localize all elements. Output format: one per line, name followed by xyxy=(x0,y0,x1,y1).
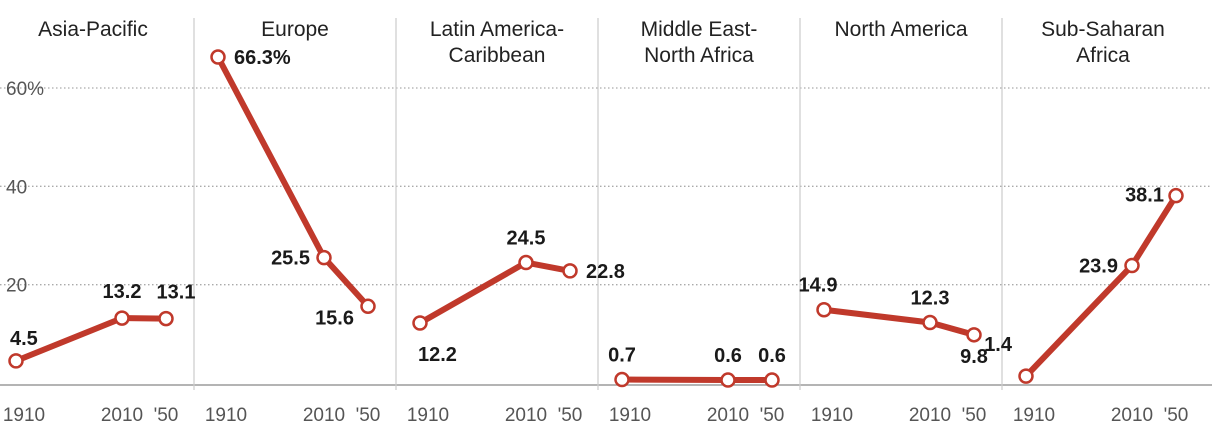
series-line xyxy=(417,259,573,327)
data-point xyxy=(412,315,428,331)
x-tick-label: 1910 xyxy=(205,405,247,426)
y-tick-label: 20 xyxy=(6,276,27,297)
data-label: 9.8 xyxy=(960,346,988,368)
data-label: 15.6 xyxy=(315,307,354,329)
data-label: 0.7 xyxy=(608,345,636,367)
x-tick-label: '50 xyxy=(154,405,179,426)
data-point xyxy=(966,327,982,343)
panel-europe: Europe 1910 2010 '50 66.3% 25.5 15.6 xyxy=(205,18,381,426)
panel-sub-saharan-africa: Sub-Saharan Africa 1910 2010 '50 1.4 23.9 38.1 xyxy=(984,18,1188,426)
data-label: 24.5 xyxy=(507,228,546,250)
y-tick-label: 40 xyxy=(6,177,27,198)
data-label: 12.3 xyxy=(911,288,950,310)
data-point xyxy=(8,353,24,369)
data-point xyxy=(816,301,832,318)
panel-latin-america-caribbean: Latin America-Caribbean 1910 2010 '50 12.2 24… xyxy=(407,18,625,426)
panel-title: Asia-Pacific xyxy=(38,18,148,41)
panel-north-america: North America 1910 2010 '50 14.9 12.3 9.8 xyxy=(799,18,988,426)
x-tick-label: 1910 xyxy=(407,405,449,426)
data-point xyxy=(614,371,630,388)
x-tick-label: '50 xyxy=(962,405,987,426)
data-label: 38.1 xyxy=(1125,185,1164,207)
data-label: 22.8 xyxy=(586,261,625,283)
data-point xyxy=(316,249,332,266)
x-tick-label: 2010 xyxy=(1111,405,1153,426)
data-label: 13.1 xyxy=(157,282,196,304)
data-label: 0.6 xyxy=(714,345,742,367)
y-tick-label: 60% xyxy=(6,79,44,100)
panel-title: North America xyxy=(834,18,967,41)
data-point xyxy=(1168,187,1184,204)
data-point xyxy=(764,372,780,388)
x-tick-label: 2010 xyxy=(303,405,345,426)
data-label: 25.5 xyxy=(271,248,310,270)
data-label: 0.6 xyxy=(758,345,786,367)
data-label: 14.9 xyxy=(799,275,838,297)
panel-asia-pacific: Asia-Pacific 1910 2010 '50 4.5 13.2 13.1 xyxy=(3,18,196,426)
x-tick-label: 1910 xyxy=(1013,405,1055,426)
data-point xyxy=(114,310,130,326)
data-point xyxy=(1124,257,1140,274)
x-tick-label: 2010 xyxy=(909,405,951,426)
x-tick-label: 2010 xyxy=(101,405,143,426)
data-point xyxy=(158,310,174,327)
series-line xyxy=(1023,192,1179,380)
x-tick-label: 2010 xyxy=(505,405,547,426)
data-label: 4.5 xyxy=(10,328,38,350)
data-point xyxy=(360,298,376,315)
data-label: 23.9 xyxy=(1079,255,1118,277)
x-tick-label: 1910 xyxy=(811,405,853,426)
x-tick-label: 2010 xyxy=(707,405,749,426)
data-label: 12.2 xyxy=(418,344,457,366)
x-tick-label: '50 xyxy=(356,405,381,426)
panel-title: Europe xyxy=(261,18,329,41)
data-label: 13.2 xyxy=(103,281,142,303)
data-point xyxy=(720,372,736,388)
x-tick-label: '50 xyxy=(760,405,785,426)
data-point xyxy=(1018,368,1034,384)
x-tick-label: '50 xyxy=(558,405,583,426)
x-tick-label: '50 xyxy=(1164,405,1189,426)
data-label: 66.3% xyxy=(234,47,291,69)
data-point xyxy=(922,314,938,331)
panel-title: Sub-Saharan Africa xyxy=(1041,18,1165,67)
data-point xyxy=(518,254,534,271)
x-tick-label: 1910 xyxy=(609,405,651,426)
x-tick-label: 1910 xyxy=(3,405,45,426)
panel-title: Latin America-Caribbean xyxy=(430,18,564,67)
data-point xyxy=(562,263,578,279)
panel-middle-east-north-africa: Middle East-North Africa 1910 2010 '50 0.7 0.… xyxy=(608,18,786,426)
panel-title: Middle East-North Africa xyxy=(641,18,758,67)
series-line xyxy=(821,306,977,338)
data-label: 1.4 xyxy=(984,334,1013,356)
data-point xyxy=(210,49,226,65)
series-line xyxy=(13,315,169,364)
